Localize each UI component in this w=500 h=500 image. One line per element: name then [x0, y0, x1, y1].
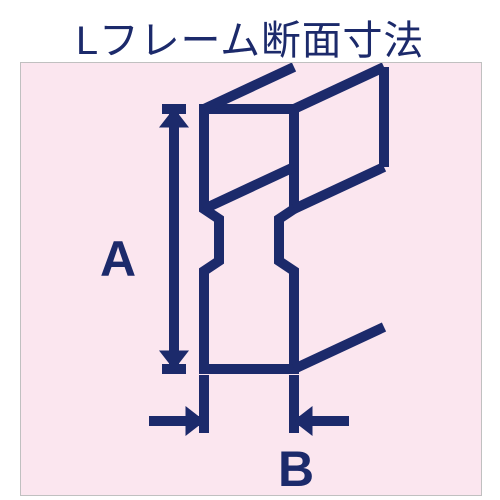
diagram-panel — [20, 62, 482, 496]
cross-section-diagram — [21, 63, 481, 495]
dimension-label-a: A — [100, 230, 136, 288]
diagram-title: Lフレーム断面寸法 — [0, 8, 500, 66]
dimension-label-b: B — [278, 440, 314, 498]
